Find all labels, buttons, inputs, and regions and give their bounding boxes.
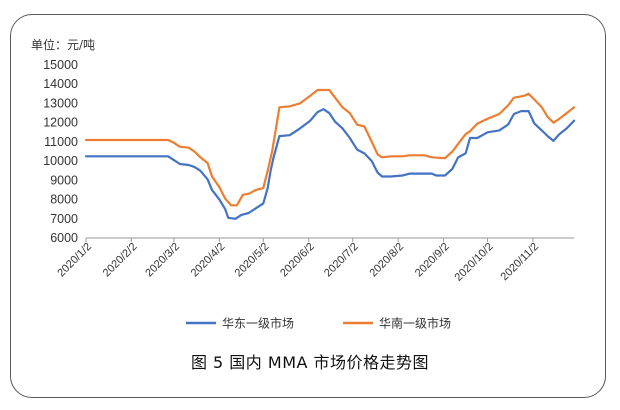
x-tick-label: 2020/7/2 — [322, 241, 361, 280]
x-tick-label: 2020/3/2 — [143, 241, 182, 280]
x-tick-label: 2020/2/2 — [101, 241, 140, 280]
x-tick-label: 2020/11/2 — [499, 241, 542, 284]
y-axis: 6000 7000 8000 9000 10000 11000 12000 13000 1400… — [43, 58, 78, 245]
x-tick-label: 2020/5/2 — [233, 241, 272, 280]
x-tick-label: 2020/9/2 — [413, 241, 452, 280]
chart-panel — [19, 26, 601, 340]
series-line-1 — [84, 108, 576, 220]
y-tick-label: 8000 — [50, 193, 78, 207]
series-line-2 — [84, 88, 576, 207]
y-tick-label: 13000 — [43, 96, 78, 110]
y-tick-label: 12000 — [43, 116, 78, 130]
x-axis: 2020/1/2 2020/2/2 2020/3/2 2020/4/2 2020/5/2… — [55, 237, 574, 284]
y-tick-label: 7000 — [50, 212, 78, 226]
legend-label-1: 华东一级市场 — [222, 316, 294, 331]
x-tick-label: 2020/4/2 — [189, 241, 228, 280]
series-layer — [84, 88, 576, 220]
y-tick-label: 9000 — [50, 173, 78, 187]
x-tick-label: 2020/10/2 — [453, 241, 496, 284]
legend: 华东一级市场 华南一级市场 — [186, 316, 451, 331]
y-tick-label: 6000 — [50, 231, 78, 245]
x-tick-label: 2020/8/2 — [367, 241, 406, 280]
y-tick-label: 11000 — [44, 135, 78, 149]
x-tick-label: 2020/6/2 — [278, 241, 317, 280]
y-tick-label: 14000 — [43, 77, 78, 91]
legend-label-2: 华南一级市场 — [379, 316, 451, 331]
y-tick-label: 10000 — [43, 154, 78, 168]
y-tick-label: 15000 — [43, 58, 78, 72]
figure-caption: 图 5 国内 MMA 市场价格走势图 — [190, 353, 430, 372]
y-unit-label: 单位：元/吨 — [31, 38, 96, 52]
x-tick-label: 2020/1/2 — [55, 241, 94, 280]
